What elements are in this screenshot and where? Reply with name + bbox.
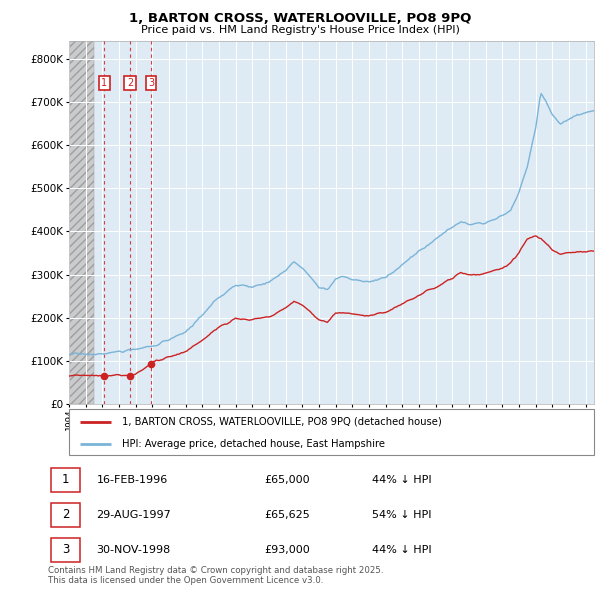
FancyBboxPatch shape — [50, 503, 80, 527]
Text: 1, BARTON CROSS, WATERLOOVILLE, PO8 9PQ: 1, BARTON CROSS, WATERLOOVILLE, PO8 9PQ — [129, 12, 471, 25]
FancyBboxPatch shape — [69, 409, 594, 455]
FancyBboxPatch shape — [50, 468, 80, 492]
Text: 44% ↓ HPI: 44% ↓ HPI — [372, 545, 431, 555]
Text: £93,000: £93,000 — [264, 545, 310, 555]
Text: 44% ↓ HPI: 44% ↓ HPI — [372, 475, 431, 485]
Text: HPI: Average price, detached house, East Hampshire: HPI: Average price, detached house, East… — [121, 439, 385, 449]
Text: This data is licensed under the Open Government Licence v3.0.: This data is licensed under the Open Gov… — [48, 576, 323, 585]
Text: 1, BARTON CROSS, WATERLOOVILLE, PO8 9PQ (detached house): 1, BARTON CROSS, WATERLOOVILLE, PO8 9PQ … — [121, 417, 441, 427]
Text: 16-FEB-1996: 16-FEB-1996 — [97, 475, 168, 485]
Text: Contains HM Land Registry data © Crown copyright and database right 2025.: Contains HM Land Registry data © Crown c… — [48, 566, 383, 575]
Text: £65,625: £65,625 — [264, 510, 310, 520]
Text: 29-AUG-1997: 29-AUG-1997 — [97, 510, 172, 520]
Text: 2: 2 — [62, 508, 70, 522]
FancyBboxPatch shape — [50, 537, 80, 562]
Text: 1: 1 — [62, 473, 70, 486]
Text: 2: 2 — [127, 78, 133, 88]
Bar — [69, 41, 94, 404]
Text: 30-NOV-1998: 30-NOV-1998 — [97, 545, 171, 555]
Text: Price paid vs. HM Land Registry's House Price Index (HPI): Price paid vs. HM Land Registry's House … — [140, 25, 460, 35]
Text: 3: 3 — [62, 543, 69, 556]
Text: 3: 3 — [148, 78, 154, 88]
Text: 1: 1 — [101, 78, 107, 88]
Text: £65,000: £65,000 — [264, 475, 310, 485]
Text: 54% ↓ HPI: 54% ↓ HPI — [372, 510, 431, 520]
